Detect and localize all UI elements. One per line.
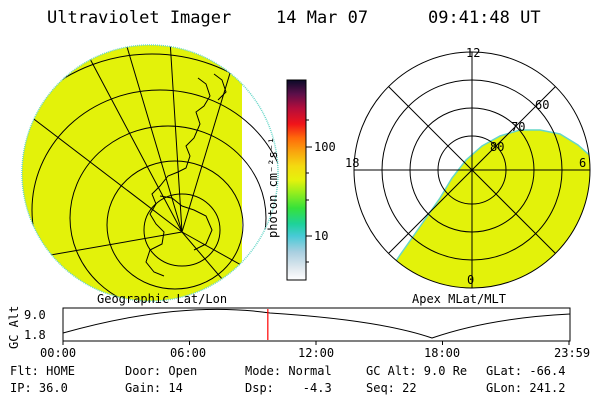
mlt-label-6: 6 — [579, 156, 587, 170]
right-panel-caption: Apex MLat/MLT — [412, 292, 506, 306]
header-time: 09:41:48 UT — [428, 8, 541, 28]
mlat-label-70: 70 — [511, 120, 526, 134]
aurora-image-right — [389, 129, 590, 288]
info-flight: Flt: HOME — [10, 364, 76, 378]
longitude-lines — [22, 45, 251, 301]
orbit-xtick-2359: 23:59 — [554, 346, 591, 360]
info-mode: Mode: Normal — [245, 364, 332, 378]
latitude-circles — [22, 53, 278, 301]
info-gc-alt: GC Alt: 9.0 Re — [366, 364, 468, 378]
colorbar-tick-10: 10 — [314, 229, 329, 243]
mlt-label-0: 0 — [467, 273, 475, 287]
orbit-plot — [62, 307, 571, 345]
orbit-ylabel: GC Alt — [7, 305, 21, 349]
header-date: 14 Mar 07 — [276, 8, 369, 28]
info-ip: IP: 36.0 — [10, 381, 68, 395]
info-gain: Gain: 14 — [125, 381, 183, 395]
orbit-ticks — [62, 341, 570, 345]
orbit-curve — [62, 308, 571, 339]
aurora-edge-left — [21, 44, 279, 302]
color-bar — [286, 79, 312, 281]
info-glon: GLon: 241.2 — [486, 381, 566, 395]
mlt-label-12: 12 — [466, 46, 481, 60]
coastlines — [145, 73, 227, 277]
polar-plot — [353, 51, 591, 289]
orbit-xtick-0000: 00:00 — [40, 346, 77, 360]
app-title: Ultraviolet Imager — [47, 8, 232, 28]
orbit-ytick-bottom: 1.8 — [24, 328, 46, 342]
orbit-frame — [62, 307, 571, 342]
orbit-xtick-1800: 18:00 — [424, 346, 461, 360]
left-panel-caption: Geographic Lat/Lon — [97, 292, 228, 306]
geographic-image — [21, 44, 279, 302]
orbit-xtick-0600: 06:00 — [170, 346, 207, 360]
mlat-label-80: 80 — [490, 140, 505, 154]
colorbar-tick-100: 100 — [314, 140, 336, 154]
info-seq: Seq: 22 — [366, 381, 417, 395]
orbit-xtick-1200: 12:00 — [298, 346, 335, 360]
polar-diag-2 — [388, 86, 556, 254]
orbit-ytick-top: 9.0 — [24, 308, 46, 322]
mlat-label-60: 60 — [535, 98, 550, 112]
mlt-label-18: 18 — [345, 156, 360, 170]
info-glat: GLat: -66.4 — [486, 364, 566, 378]
info-dsp: Dsp: -4.3 — [245, 381, 332, 395]
colorbar-unit-label: photon cm⁻²s⁻¹ — [266, 136, 280, 238]
info-door: Door: Open — [125, 364, 198, 378]
